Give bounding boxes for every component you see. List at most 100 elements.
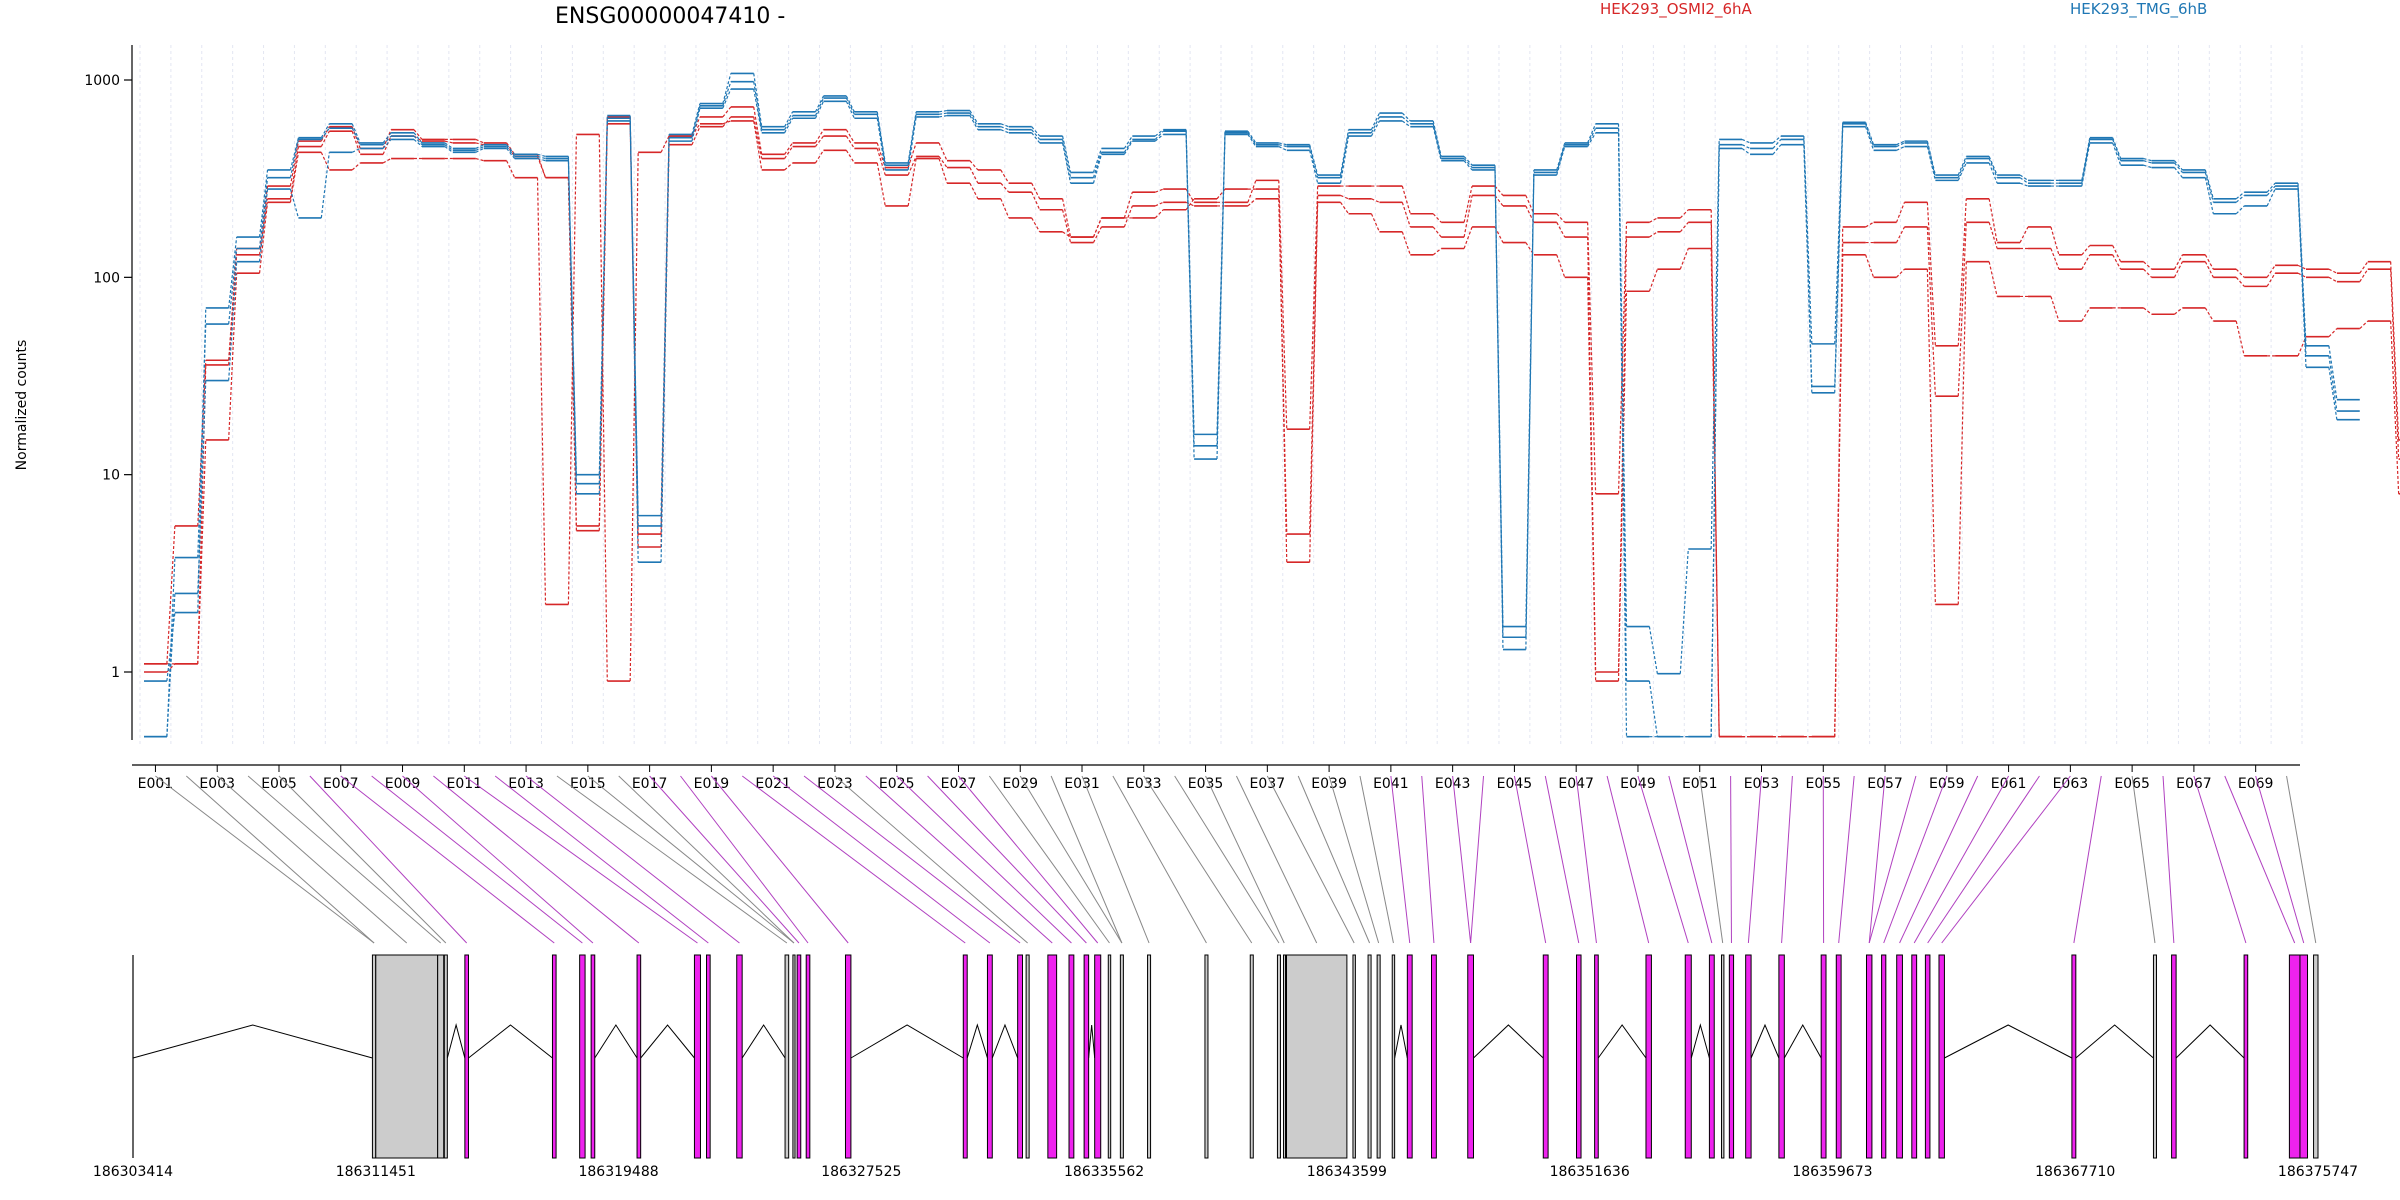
series-connector — [197, 380, 207, 594]
series-connector — [2050, 296, 2060, 322]
exon-gridlines — [139, 45, 2303, 745]
series-connector — [1896, 268, 1905, 278]
exon-connector — [1927, 775, 2040, 944]
series-connector — [876, 162, 886, 207]
exon-nontested — [1282, 954, 1286, 1159]
series-connector — [2328, 276, 2338, 283]
intron — [1088, 1024, 1096, 1059]
series-connector — [1432, 126, 1442, 161]
exon-connector — [1637, 775, 1689, 944]
series-connector — [1679, 248, 1689, 270]
exon-connector — [680, 775, 809, 944]
exon-significant — [1645, 954, 1652, 1159]
series-connector — [2204, 172, 2214, 203]
genomic-coordinate-label: 186319488 — [578, 1164, 658, 1180]
series-connector — [691, 103, 701, 135]
exon-connector — [896, 775, 1072, 944]
series-connector — [1278, 144, 1287, 148]
series-connector — [320, 152, 330, 219]
series-connector — [1031, 191, 1041, 211]
series-connector — [2297, 264, 2307, 270]
series-connector — [2359, 268, 2369, 283]
series-connector — [382, 139, 392, 149]
series-connector — [2081, 307, 2091, 322]
series-connector — [413, 132, 423, 144]
series-connector — [1000, 169, 1010, 184]
series-connector — [2390, 321, 2400, 494]
series-connector — [2235, 191, 2245, 200]
series-connector — [2112, 254, 2122, 270]
series-connector — [537, 155, 546, 160]
series-connector — [1155, 188, 1164, 193]
series-connector — [1247, 130, 1257, 144]
series-connector — [1339, 132, 1350, 178]
y-axis: 1 10 100 1000 — [84, 45, 133, 740]
series-connector — [938, 142, 948, 161]
series-connector — [907, 116, 917, 171]
series-connector — [2112, 245, 2122, 262]
exon-connector — [1019, 775, 1123, 944]
exon-connector — [1606, 775, 1650, 944]
exon-nontested — [1352, 954, 1356, 1159]
exon-connector — [772, 775, 991, 944]
genomic-coordinate-axis: 186303414 186311451 186319488 186327525 1863… — [93, 1164, 2358, 1180]
exon-connector — [803, 775, 1021, 944]
y-tick-label: 100 — [93, 270, 120, 286]
series-connector — [814, 97, 825, 116]
series-connector — [722, 81, 732, 106]
series-connector — [1370, 116, 1380, 134]
series-connector — [1340, 194, 1349, 200]
y-tick-label: 1000 — [84, 73, 120, 89]
series-connector — [1092, 226, 1102, 243]
series-connector — [2235, 320, 2245, 356]
series-connector — [969, 167, 979, 184]
series-connector — [289, 146, 300, 199]
exon-connector — [1883, 775, 1948, 944]
series-connector — [1463, 158, 1473, 168]
series-connector — [2235, 194, 2245, 203]
exon-significant — [1017, 954, 1023, 1159]
exon-nontested — [1367, 954, 1372, 1159]
series-connector — [2174, 307, 2183, 315]
genomic-coordinate-label: 186375747 — [2278, 1164, 2358, 1180]
series-connector — [1154, 129, 1164, 137]
exon-connector — [865, 775, 1053, 944]
intron — [1473, 1024, 1544, 1059]
exon-connector — [1575, 775, 1597, 944]
series-connector — [1556, 254, 1566, 278]
series-connector — [938, 115, 948, 118]
series-connector — [1432, 226, 1442, 238]
exon-connector — [155, 775, 375, 944]
series-connector — [444, 142, 454, 149]
series-connector — [1896, 142, 1905, 148]
series-connector — [382, 129, 392, 149]
exon-connector — [958, 775, 1099, 944]
exon-label: E023 — [817, 776, 853, 792]
exon-nontested — [1107, 954, 1112, 1159]
series-connector — [1185, 131, 1195, 446]
series-connector — [1895, 202, 1906, 223]
series-connector — [1834, 126, 1844, 393]
series-connector — [1896, 146, 1905, 151]
exon-label: E017 — [632, 776, 668, 792]
chart-title: ENSG00000047410 - — [555, 4, 785, 29]
series-connector — [2390, 269, 2400, 460]
series-connector — [2173, 261, 2183, 278]
series-connector — [567, 134, 577, 605]
series-connector — [2204, 307, 2214, 322]
exon-label: E057 — [1867, 776, 1903, 792]
exon-significant — [1820, 954, 1827, 1159]
series-connector — [1896, 140, 1905, 146]
series-5 — [144, 88, 2360, 738]
series-connector — [1587, 277, 1597, 682]
series-connector — [814, 95, 825, 113]
series-connector — [1031, 126, 1041, 137]
series-connector — [506, 146, 516, 157]
legend-entry-osmi2: HEK293_OSMI2_6hA — [1600, 0, 1753, 19]
exon-label: E059 — [1929, 776, 1965, 792]
series-connector — [938, 109, 948, 113]
exon-label: E053 — [1744, 776, 1780, 792]
y-tick-label: 10 — [102, 468, 120, 484]
series-connector — [351, 127, 361, 145]
series-connector — [1463, 195, 1473, 238]
